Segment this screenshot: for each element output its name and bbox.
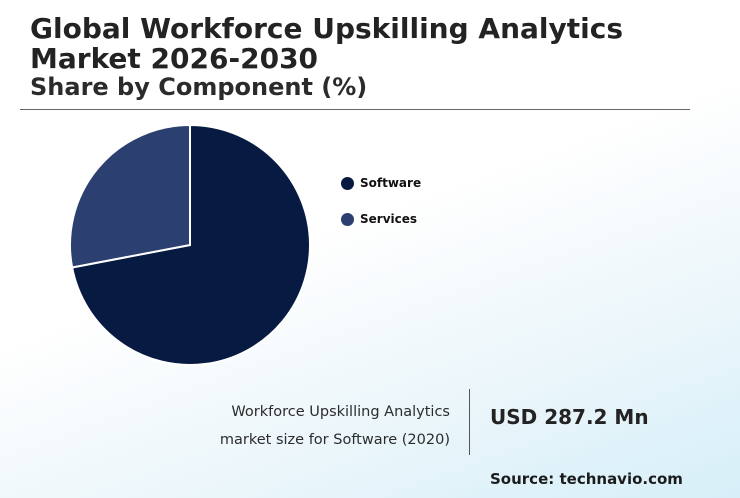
chart-legend: Software Services [341,174,421,246]
legend-marker [341,176,354,190]
legend-marker [341,212,354,226]
legend-label: Services [360,212,418,226]
title-divider [20,109,690,110]
legend-item-services: Services [341,210,421,228]
source-credit: Source: technavio.com [490,470,683,488]
pie-slice-services [69,123,191,269]
stat-description-line-2: market size for Software (2020) [219,432,450,448]
stat-value: USD 287.2 Mn [490,405,649,429]
stat-description-line-1: Workforce Upskilling Analytics [231,404,450,420]
legend-label: Software [360,176,422,190]
page-subtitle: Share by Component (%) [30,73,368,101]
legend-item-software: Software [341,174,421,192]
stat-divider [469,389,470,455]
pie-slice-software [70,123,311,366]
page-title: Global Workforce Upskilling Analytics Ma… [30,12,623,75]
stat-description: Workforce Upskilling Analytics market si… [170,398,450,454]
